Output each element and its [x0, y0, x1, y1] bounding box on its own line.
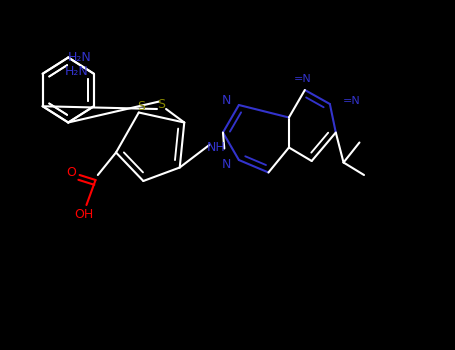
Text: =N: =N	[343, 97, 360, 106]
Text: N: N	[221, 159, 231, 172]
Text: S: S	[137, 100, 145, 113]
Text: O: O	[66, 166, 76, 179]
Text: H₂N: H₂N	[65, 65, 88, 78]
Text: N: N	[221, 93, 231, 106]
Text: NH: NH	[207, 141, 226, 154]
Text: H₂N: H₂N	[68, 51, 91, 64]
Text: =N: =N	[293, 74, 312, 84]
Text: OH: OH	[75, 209, 94, 222]
Text: S: S	[157, 98, 166, 111]
